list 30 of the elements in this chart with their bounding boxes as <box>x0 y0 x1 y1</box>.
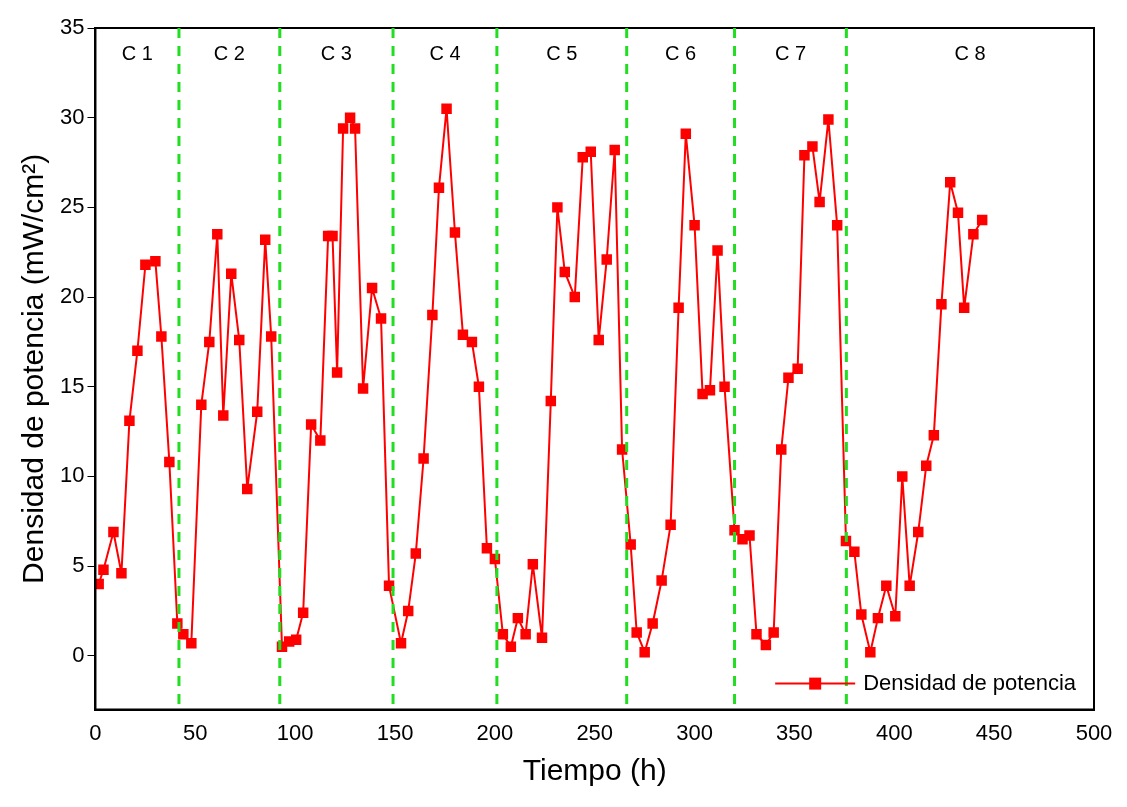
y-tick-label: 5 <box>72 552 85 578</box>
annotation: C 8 <box>954 41 986 64</box>
x-axis-title: Tiempo (h) <box>522 753 667 787</box>
x-tick-label: 100 <box>276 719 314 745</box>
legend-label: Densidad de potencia <box>863 669 1077 695</box>
x-tick-label: 200 <box>476 719 514 745</box>
x-tick-label: 250 <box>576 719 614 745</box>
x-tick-label: 0 <box>89 719 102 745</box>
annotation: C 2 <box>213 41 245 64</box>
y-tick-label: 25 <box>59 193 85 219</box>
y-tick-label: 15 <box>59 372 85 398</box>
annotation: C 5 <box>546 41 578 64</box>
annotation: C 7 <box>774 41 807 64</box>
x-tick-label: 50 <box>183 719 208 745</box>
x-tick-label: 400 <box>875 719 913 745</box>
x-tick-label: 450 <box>975 719 1013 745</box>
y-tick-label: 30 <box>59 103 85 129</box>
x-tick-label: 300 <box>676 719 713 745</box>
x-tick-label: 500 <box>1075 719 1113 745</box>
y-tick-label: 35 <box>59 14 85 40</box>
y-axis-title: Densidad de potencia (mW/cm²) <box>16 153 50 584</box>
annotation: C 1 <box>121 41 153 64</box>
x-tick-label: 150 <box>376 719 414 745</box>
x-tick-label: 350 <box>776 719 813 745</box>
y-tick-label: 10 <box>59 462 85 488</box>
annotation: C 6 <box>665 41 697 64</box>
annotation: C 3 <box>320 41 352 64</box>
y-tick-label: 0 <box>72 641 85 667</box>
annotation: C 4 <box>429 41 461 64</box>
y-tick-label: 20 <box>59 283 85 309</box>
